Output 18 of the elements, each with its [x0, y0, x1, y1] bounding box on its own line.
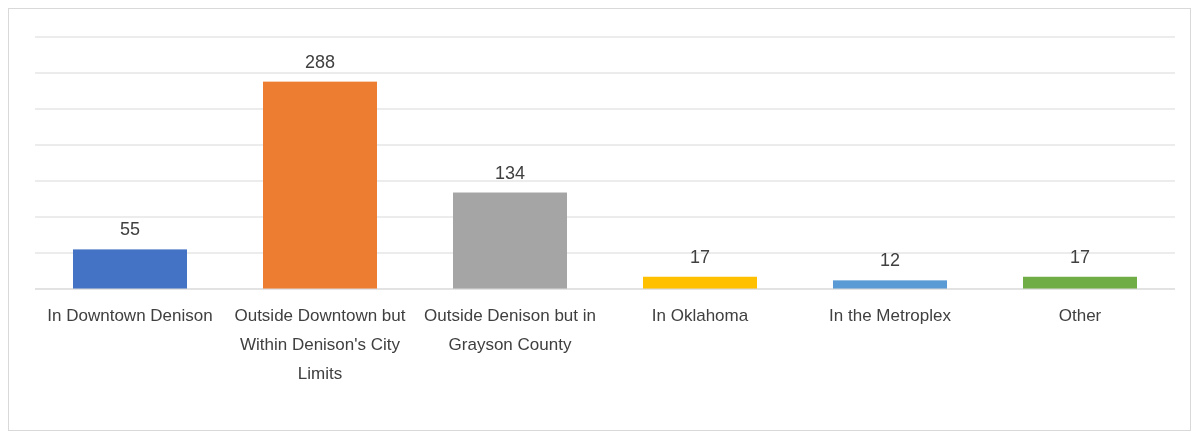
- bar: [263, 81, 377, 289]
- data-label: 288: [304, 51, 336, 72]
- x-tick-label: Outside Denison but in Grayson County: [424, 306, 596, 354]
- data-label: 55: [119, 219, 141, 240]
- data-label: 17: [689, 246, 711, 267]
- bar: [453, 192, 567, 289]
- x-tick-label: Other: [1058, 306, 1102, 325]
- x-tick-label: Outside Downtown but Within Denison's City Limits: [234, 306, 406, 383]
- data-label: 134: [494, 162, 526, 183]
- data-label: 17: [1069, 246, 1091, 267]
- x-tick-label: In Downtown Denison: [47, 306, 213, 325]
- bar: [73, 249, 187, 289]
- data-label: 12: [879, 250, 901, 271]
- bar: [833, 280, 947, 289]
- bar: [643, 276, 757, 289]
- bar: [1023, 276, 1137, 289]
- x-tick-label: In the Metroplex: [829, 306, 952, 325]
- x-tick-label: In Oklahoma: [651, 306, 749, 325]
